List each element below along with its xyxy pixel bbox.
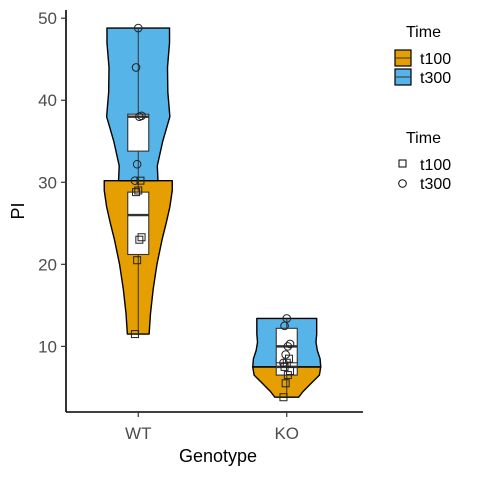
x-axis-title: Genotype bbox=[179, 446, 257, 466]
x-tick-label-KO: KO bbox=[274, 424, 299, 443]
legend-fill: Time t100 t300 bbox=[394, 24, 451, 87]
y-tick-label-50: 50 bbox=[38, 9, 57, 28]
legend-fill-label-t100: t100 bbox=[420, 51, 451, 68]
legend-shape-label-t300: t300 bbox=[420, 176, 451, 193]
point-t300-WT-5 bbox=[133, 23, 143, 33]
point-t100-WT-3 bbox=[137, 233, 146, 242]
plot-area bbox=[103, 23, 322, 402]
point-t100-KO-0 bbox=[279, 393, 288, 402]
point-t100-KO-1 bbox=[281, 379, 290, 388]
point-t100-KO-3 bbox=[286, 366, 295, 375]
point-t100-WT-2 bbox=[135, 235, 144, 244]
legend-shape-key-circle bbox=[398, 179, 407, 188]
point-t300-KO-1 bbox=[281, 350, 290, 359]
point-t300-KO-5 bbox=[282, 314, 292, 323]
box-t100-WT bbox=[127, 191, 150, 256]
axes: 10 20 30 40 50 WT KO bbox=[38, 9, 363, 443]
point-t100-WT-4 bbox=[132, 188, 141, 197]
point-t300-WT-3 bbox=[137, 111, 146, 121]
y-tick-label-20: 20 bbox=[38, 255, 57, 274]
y-tick-label-40: 40 bbox=[38, 91, 57, 110]
point-t300-WT-0 bbox=[130, 176, 140, 185]
point-t300-WT-1 bbox=[132, 159, 142, 169]
point-t300-WT-4 bbox=[131, 63, 141, 72]
point-t300-KO-2 bbox=[283, 342, 293, 351]
legend-fill-label-t300: t300 bbox=[420, 70, 451, 87]
legend-shape-title: Time bbox=[406, 130, 441, 147]
point-t100-WT-0 bbox=[130, 330, 139, 339]
point-t100-KO-4 bbox=[280, 362, 289, 371]
y-tick-label-10: 10 bbox=[38, 337, 57, 356]
legend-shape-label-t100: t100 bbox=[420, 157, 451, 174]
legend-fill-title: Time bbox=[406, 24, 441, 41]
point-t100-WT-6 bbox=[136, 176, 145, 185]
x-tick-label-WT: WT bbox=[125, 424, 151, 443]
point-t300-KO-0 bbox=[279, 358, 288, 368]
box-t300-WT bbox=[127, 113, 150, 152]
legend-shape: Time t100 t300 bbox=[398, 130, 451, 193]
point-t100-KO-5 bbox=[282, 358, 291, 367]
y-axis-title: PI bbox=[8, 202, 28, 219]
legend-shape-key-square bbox=[398, 159, 407, 168]
y-tick-label-30: 30 bbox=[38, 173, 57, 192]
point-t100-WT-1 bbox=[133, 256, 142, 265]
point-t100-WT-5 bbox=[134, 186, 143, 195]
point-t300-KO-3 bbox=[285, 339, 295, 349]
point-t100-KO-2 bbox=[283, 371, 292, 380]
